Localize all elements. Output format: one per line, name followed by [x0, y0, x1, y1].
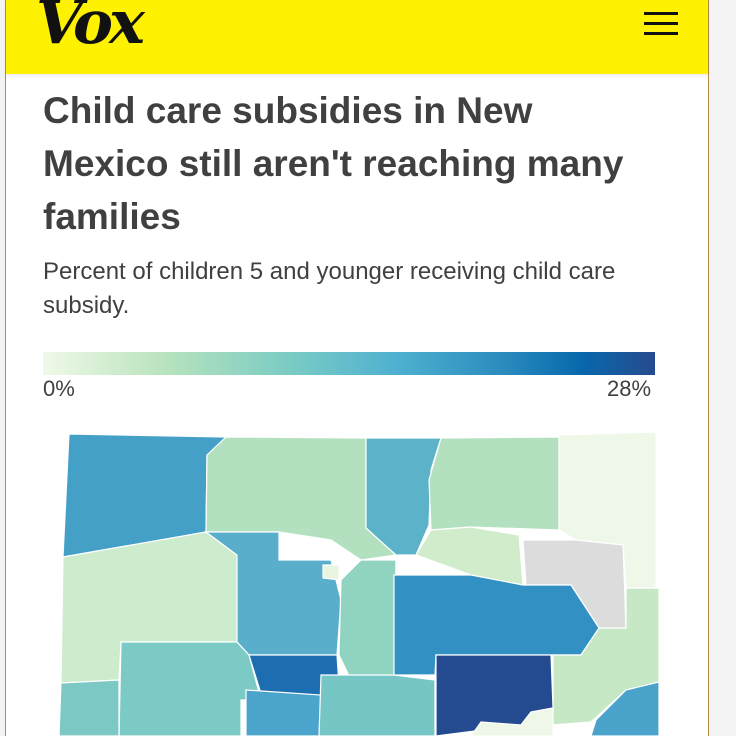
- county[interactable]: [322, 564, 340, 581]
- county[interactable]: [318, 674, 436, 736]
- legend-max-label: 28%: [607, 376, 652, 401]
- county[interactable]: [204, 531, 342, 656]
- color-scale-legend: [43, 352, 655, 375]
- county[interactable]: [590, 681, 660, 736]
- county[interactable]: [245, 689, 322, 736]
- county[interactable]: [428, 436, 560, 531]
- county[interactable]: [118, 641, 262, 736]
- legend-min-label: 0%: [43, 376, 75, 401]
- article-card: Vox Child care subsidies in New Mexico s…: [5, 0, 709, 736]
- page-title: Child care subsidies in New Mexico still…: [43, 90, 624, 237]
- hamburger-menu-icon[interactable]: [644, 12, 678, 36]
- county[interactable]: [470, 707, 554, 736]
- county[interactable]: [338, 559, 397, 681]
- chart-subtitle: Percent of children 5 and younger receiv…: [43, 258, 616, 319]
- county[interactable]: [58, 679, 120, 736]
- site-header: Vox: [6, 0, 708, 74]
- vox-logo[interactable]: Vox: [36, 0, 145, 58]
- county[interactable]: [558, 431, 657, 589]
